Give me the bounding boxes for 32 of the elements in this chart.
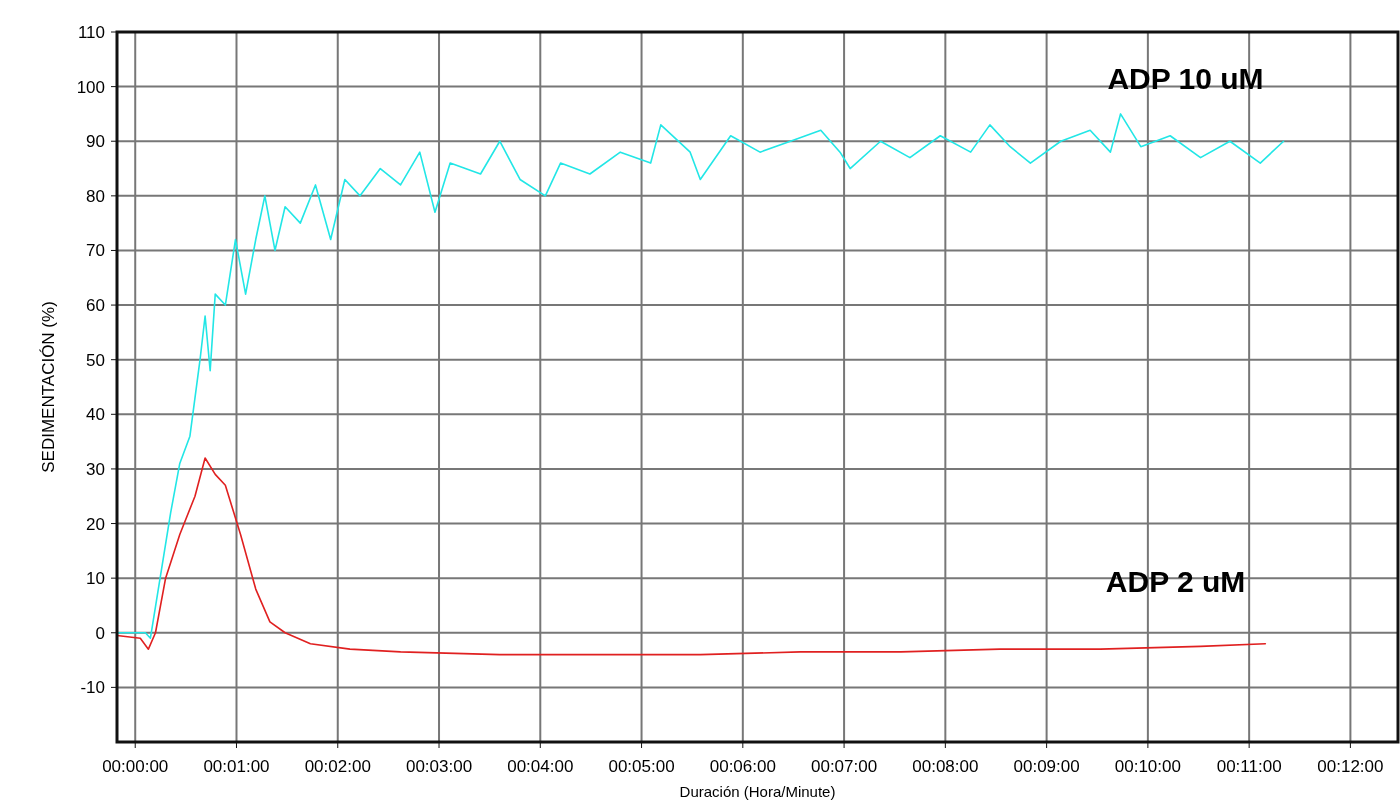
x-tick-label: 00:10:00: [1114, 757, 1181, 776]
x-tick-label: 00:03:00: [405, 757, 473, 776]
y-axis-title: SEDIMENTACIÓN (%): [39, 301, 58, 473]
y-tick-label: -10: [80, 678, 105, 698]
x-axis-title: Duración (Hora/Minute): [679, 783, 836, 800]
y-tick-label: 50: [86, 350, 105, 370]
line-series: [116, 457, 1267, 656]
series-label: ADP 10 uM: [1107, 62, 1264, 96]
y-tick-label: 60: [86, 296, 105, 316]
y-tick-label: 10: [86, 569, 105, 589]
line-series: [116, 113, 1285, 640]
x-tick-label: 00:02:00: [304, 757, 371, 776]
y-tick-label: 20: [86, 514, 105, 534]
y-tick-label: 90: [86, 132, 105, 152]
x-tick-label: 00:01:00: [203, 757, 270, 776]
y-tick-label: 80: [86, 186, 105, 206]
x-tick-label: 00:08:00: [912, 757, 979, 776]
y-tick-label: 100: [76, 77, 105, 97]
y-tick-label: 40: [86, 405, 105, 425]
series-label: ADP 2 uM: [1105, 564, 1246, 598]
y-tick-label: 0: [95, 623, 105, 643]
x-tick-label: 00:04:00: [507, 757, 574, 776]
x-tick-label: 00:00:00: [102, 757, 169, 776]
x-tick-label: 00:11:00: [1216, 757, 1282, 776]
x-tick-label: 00:07:00: [810, 757, 878, 776]
y-tick-label: 70: [86, 241, 105, 261]
x-tick-label: 00:09:00: [1013, 757, 1080, 776]
y-tick-label: 30: [86, 459, 105, 479]
x-tick-label: 00:05:00: [608, 757, 675, 776]
x-tick-label: 00:06:00: [709, 757, 776, 776]
y-tick-label: 110: [77, 23, 105, 42]
x-tick-label: 00:12:00: [1317, 757, 1384, 776]
